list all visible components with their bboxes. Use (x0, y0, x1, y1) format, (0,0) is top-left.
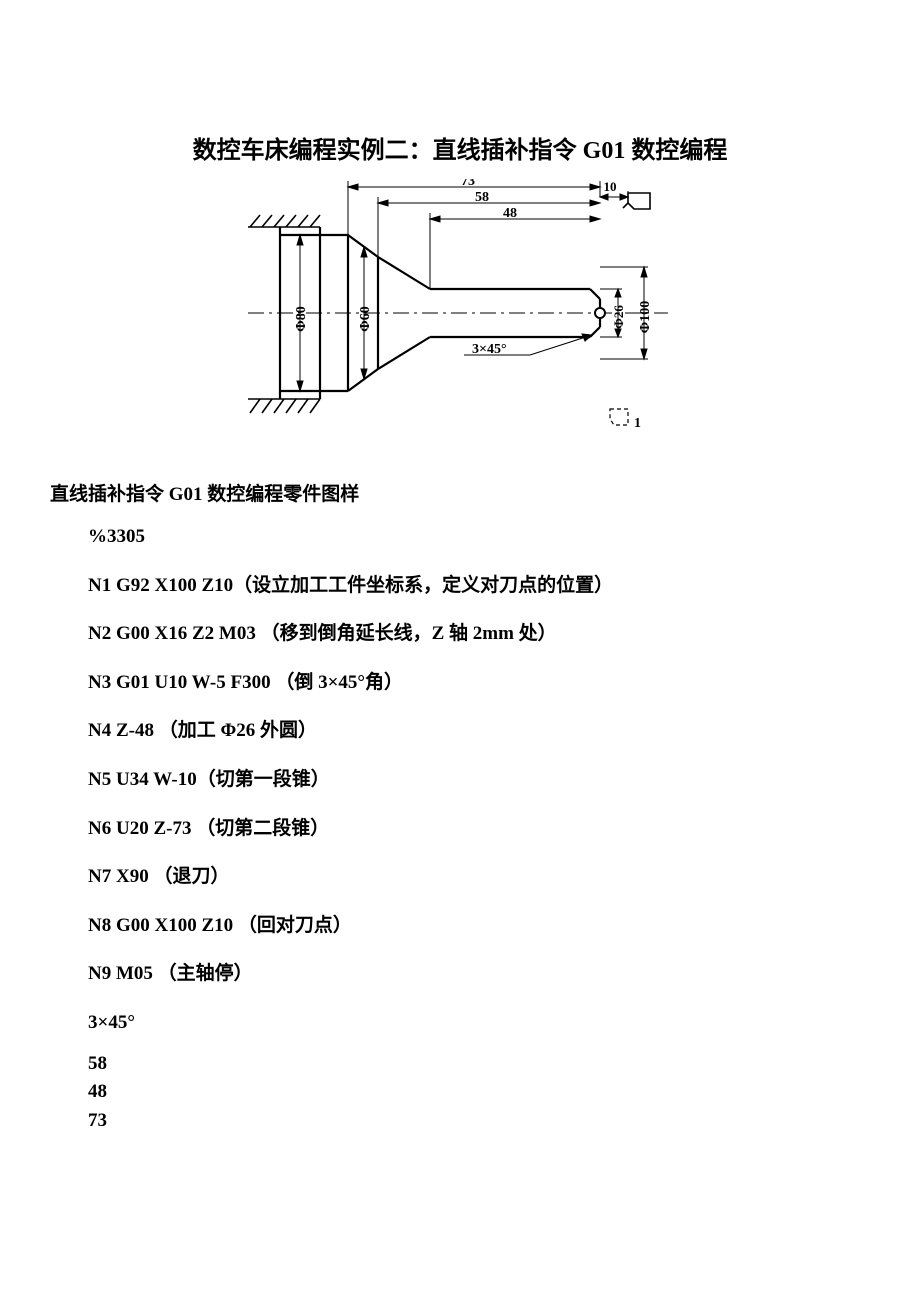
code-line: %3305 (88, 524, 920, 551)
diagram-container: 1 73 58 (0, 179, 920, 439)
part-drawing: 1 73 58 (230, 179, 690, 439)
dim-chamfer: 3×45° (472, 342, 507, 357)
dim-dia60: Φ60 (358, 306, 373, 332)
note-line: 73 (88, 1108, 920, 1135)
dim-dia80: Φ80 (294, 306, 309, 332)
dim-73: 73 (461, 179, 475, 189)
code-line: N4 Z-48 （加工 Φ26 外圆） (88, 718, 920, 745)
note-line: 48 (88, 1079, 920, 1106)
code-line: N9 M05 （主轴停） (88, 961, 920, 988)
code-line: N6 U20 Z-73 （切第二段锥） (88, 816, 920, 843)
nc-code-block: %3305 N1 G92 X100 Z10（设立加工工件坐标系，定义对刀点的位置… (88, 524, 920, 1134)
page-title: 数控车床编程实例二：直线插补指令 G01 数控编程 (0, 130, 920, 165)
dim-58: 58 (475, 190, 489, 205)
note-line: 58 (88, 1051, 920, 1078)
sub-heading: 直线插补指令 G01 数控编程零件图样 (50, 479, 920, 506)
hatch-label: 1 (634, 416, 641, 431)
document-page: 数控车床编程实例二：直线插补指令 G01 数控编程 (0, 0, 920, 1302)
dim-dia100: Φ100 (638, 301, 653, 334)
code-line: N5 U34 W-10（切第一段锥） (88, 767, 920, 794)
code-line: N7 X90 （退刀） (88, 864, 920, 891)
code-line: N1 G92 X100 Z10（设立加工工件坐标系，定义对刀点的位置） (88, 573, 920, 600)
code-line: N2 G00 X16 Z2 M03 （移到倒角延长线，Z 轴 2mm 处） (88, 621, 920, 648)
dim-10: 10 (604, 179, 617, 194)
dim-dia26: Φ26 (611, 305, 626, 329)
code-line: N3 G01 U10 W-5 F300 （倒 3×45°角） (88, 670, 920, 697)
code-line: N8 G00 X100 Z10 （回对刀点） (88, 913, 920, 940)
dim-48: 48 (503, 206, 517, 221)
code-line: 3×45° (88, 1010, 920, 1037)
